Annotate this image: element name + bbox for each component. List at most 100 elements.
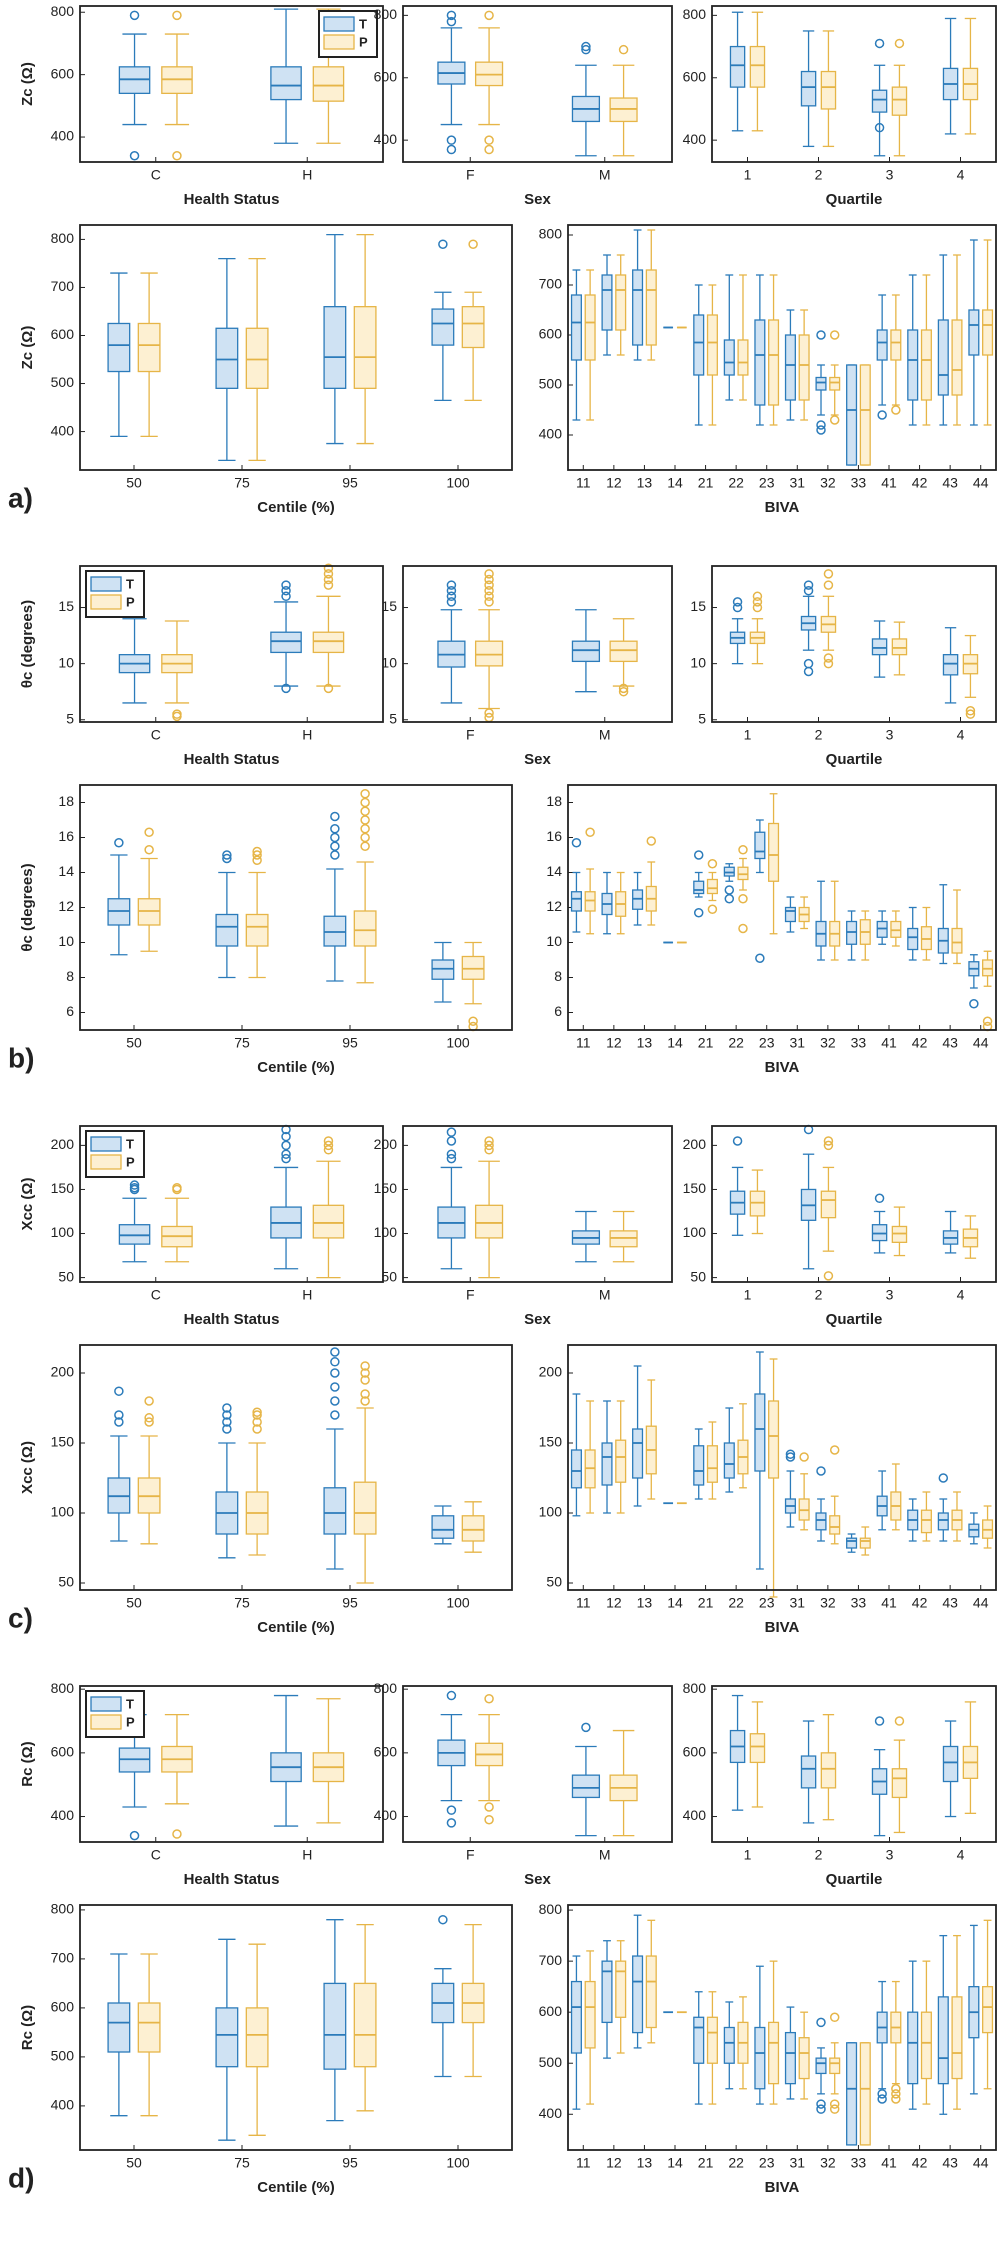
outlier	[484, 1802, 494, 1812]
outlier	[874, 1716, 885, 1726]
box	[461, 1515, 485, 1542]
y-axis-label: Xcc (Ω)	[19, 1441, 36, 1494]
box-group	[632, 1365, 644, 1507]
box	[431, 308, 455, 346]
box-group	[942, 627, 959, 704]
box-group	[754, 274, 766, 426]
box-group	[982, 239, 994, 426]
outlier	[281, 591, 291, 602]
x-tick-label: 41	[881, 1035, 897, 1051]
outlier	[323, 683, 334, 694]
y-tick-label: 400	[51, 128, 75, 144]
box-group	[245, 257, 269, 462]
box-group	[749, 1169, 766, 1235]
box-group	[937, 1934, 949, 2115]
box-group	[571, 1722, 601, 1837]
x-tick-label: 1	[744, 727, 752, 743]
y-tick-label: 400	[539, 426, 563, 442]
x-axis-label: Centile (%)	[257, 499, 335, 516]
outlier	[816, 425, 826, 435]
x-tick-label: H	[302, 1847, 312, 1863]
box	[693, 314, 705, 376]
outlier	[330, 811, 340, 822]
box	[920, 329, 932, 401]
box-group	[968, 1512, 980, 1545]
box	[784, 2031, 796, 2085]
box-group	[962, 634, 979, 719]
outlier	[281, 580, 291, 590]
x-tick-label: 4	[957, 1287, 965, 1303]
box-group	[270, 1694, 302, 1827]
x-axis-label: Sex	[524, 1311, 551, 1328]
box-group	[571, 41, 601, 157]
x-tick-label: 3	[886, 727, 894, 743]
box-group	[754, 819, 766, 963]
box-group	[737, 1403, 749, 1489]
y-axis-label: θc (degrees)	[19, 863, 36, 951]
y-tick-label: 100	[374, 1224, 398, 1240]
panel-label: c)	[8, 1602, 33, 1633]
outlier	[281, 1153, 291, 1164]
y-tick-label: 500	[539, 376, 563, 392]
box-group	[431, 1914, 455, 2078]
box	[859, 364, 871, 466]
outlier	[446, 135, 457, 145]
outlier	[738, 845, 748, 855]
box-group	[270, 1124, 302, 1270]
outlier	[129, 151, 140, 161]
x-tick-label: 14	[667, 2155, 683, 2171]
box-group	[820, 569, 837, 669]
x-tick-label: F	[466, 727, 475, 743]
box-group	[871, 620, 888, 678]
outlier	[252, 846, 262, 857]
x-tick-label: 41	[881, 1595, 897, 1611]
box-group	[312, 563, 345, 694]
y-tick-label: 200	[374, 1136, 398, 1152]
outlier	[752, 591, 763, 602]
outlier	[281, 1140, 291, 1151]
box	[107, 2002, 131, 2053]
box-group	[437, 1690, 466, 1828]
panel-label: a)	[8, 482, 33, 513]
y-tick-label: 800	[51, 3, 75, 19]
box	[601, 1442, 613, 1486]
y-tick-label: 700	[539, 1952, 563, 1968]
outlier	[803, 585, 814, 596]
y-tick-label: 800	[374, 1680, 398, 1696]
box	[800, 1755, 817, 1789]
panel-label: b)	[8, 1042, 34, 1073]
box	[871, 638, 888, 656]
outlier	[144, 845, 154, 855]
outlier	[222, 1410, 232, 1420]
box	[609, 640, 638, 663]
box-group	[437, 10, 466, 155]
x-tick-label: 13	[637, 1035, 653, 1051]
x-tick-label: 22	[728, 1595, 744, 1611]
outlier	[484, 1136, 494, 1146]
box	[937, 319, 949, 396]
box	[784, 906, 796, 923]
box	[312, 1204, 345, 1239]
x-tick-label: 75	[234, 2155, 250, 2171]
outlier	[281, 1131, 291, 1142]
box-group	[161, 620, 193, 722]
box-group	[798, 1452, 810, 1531]
box-group	[800, 1720, 817, 1824]
x-tick-label: 75	[234, 1595, 250, 1611]
outlier	[618, 686, 629, 697]
outlier	[816, 420, 826, 430]
box-group	[784, 1449, 796, 1528]
x-tick-label: 12	[606, 1595, 622, 1611]
y-tick-label: 6	[66, 1003, 74, 1019]
outlier	[829, 330, 840, 340]
outlier	[969, 999, 979, 1009]
x-tick-label: 32	[820, 1035, 836, 1051]
x-tick-label: 42	[912, 2155, 928, 2171]
x-tick-label: 22	[728, 1035, 744, 1051]
box-group	[474, 10, 504, 155]
outlier	[618, 683, 629, 694]
outlier	[874, 38, 885, 49]
box-group	[729, 1136, 746, 1236]
x-tick-label: F	[466, 1287, 475, 1303]
